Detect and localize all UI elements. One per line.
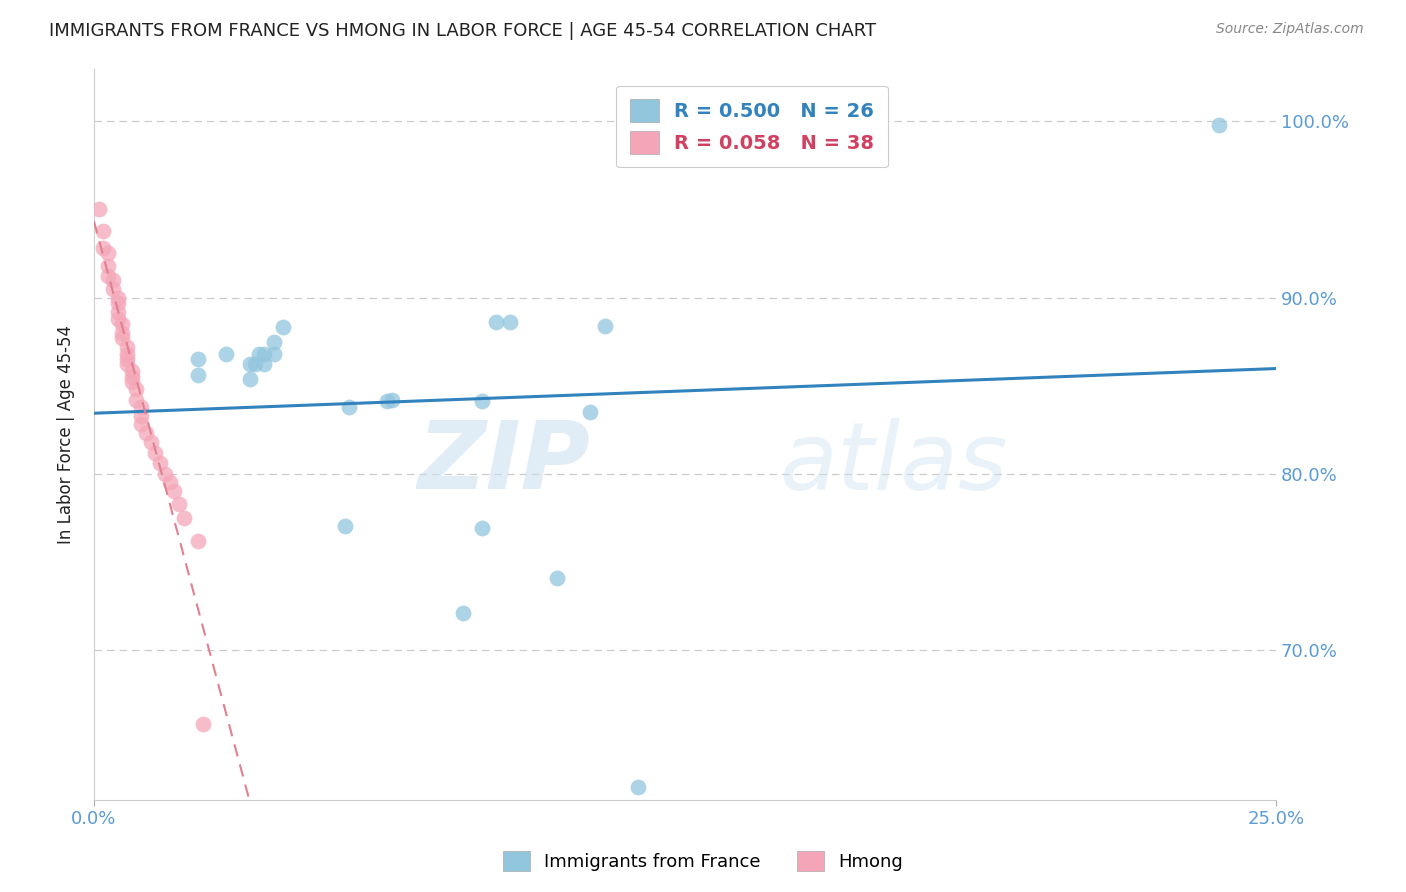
Point: [375, 394, 398, 409]
Point: [107, 295, 129, 310]
Point: [111, 317, 134, 331]
Point: [125, 392, 148, 407]
Point: [129, 409, 152, 423]
Point: [249, 347, 271, 361]
Point: [187, 352, 209, 367]
Point: [93, 241, 115, 255]
Point: [253, 358, 276, 372]
Point: [471, 394, 494, 409]
Point: [499, 315, 522, 329]
Point: [579, 405, 602, 419]
Point: [271, 320, 294, 334]
Point: [115, 352, 138, 367]
Point: [121, 364, 143, 378]
Point: [451, 606, 474, 620]
Point: [471, 521, 494, 535]
Point: [107, 304, 129, 318]
Point: [153, 467, 176, 481]
Point: [159, 475, 181, 490]
Point: [243, 358, 266, 372]
Point: [97, 269, 120, 284]
Point: [187, 368, 209, 382]
Point: [145, 445, 167, 459]
Point: [111, 331, 134, 345]
Text: Source: ZipAtlas.com: Source: ZipAtlas.com: [1216, 22, 1364, 37]
Point: [93, 223, 115, 237]
Point: [167, 497, 190, 511]
Point: [115, 347, 138, 361]
Point: [1208, 118, 1230, 132]
Point: [337, 400, 360, 414]
Point: [381, 392, 404, 407]
Point: [187, 533, 209, 548]
Point: [111, 326, 134, 340]
Legend: R = 0.500   N = 26, R = 0.058   N = 38: R = 0.500 N = 26, R = 0.058 N = 38: [616, 86, 889, 168]
Point: [129, 400, 152, 414]
Point: [263, 347, 285, 361]
Point: [125, 382, 148, 396]
Point: [149, 456, 172, 470]
Point: [546, 571, 568, 585]
Point: [121, 375, 143, 389]
Point: [215, 347, 238, 361]
Point: [101, 273, 124, 287]
Point: [191, 716, 214, 731]
Text: atlas: atlas: [779, 417, 1008, 508]
Point: [163, 484, 186, 499]
Point: [253, 347, 276, 361]
Point: [87, 202, 110, 217]
Point: [485, 315, 508, 329]
Text: IMMIGRANTS FROM FRANCE VS HMONG IN LABOR FORCE | AGE 45-54 CORRELATION CHART: IMMIGRANTS FROM FRANCE VS HMONG IN LABOR…: [49, 22, 876, 40]
Point: [333, 519, 356, 533]
Point: [115, 358, 138, 372]
Point: [129, 417, 152, 432]
Point: [239, 358, 262, 372]
Point: [173, 510, 195, 524]
Text: ZIP: ZIP: [418, 417, 591, 509]
Point: [263, 334, 285, 349]
Point: [101, 282, 124, 296]
Point: [239, 371, 262, 385]
Point: [593, 318, 616, 333]
Point: [97, 259, 120, 273]
Point: [135, 426, 157, 441]
Point: [627, 780, 650, 795]
Point: [121, 369, 143, 384]
Point: [97, 246, 120, 260]
Point: [107, 291, 129, 305]
Point: [107, 311, 129, 326]
Legend: Immigrants from France, Hmong: Immigrants from France, Hmong: [495, 844, 911, 879]
Y-axis label: In Labor Force | Age 45-54: In Labor Force | Age 45-54: [58, 325, 75, 543]
Point: [115, 340, 138, 354]
Point: [139, 434, 162, 449]
